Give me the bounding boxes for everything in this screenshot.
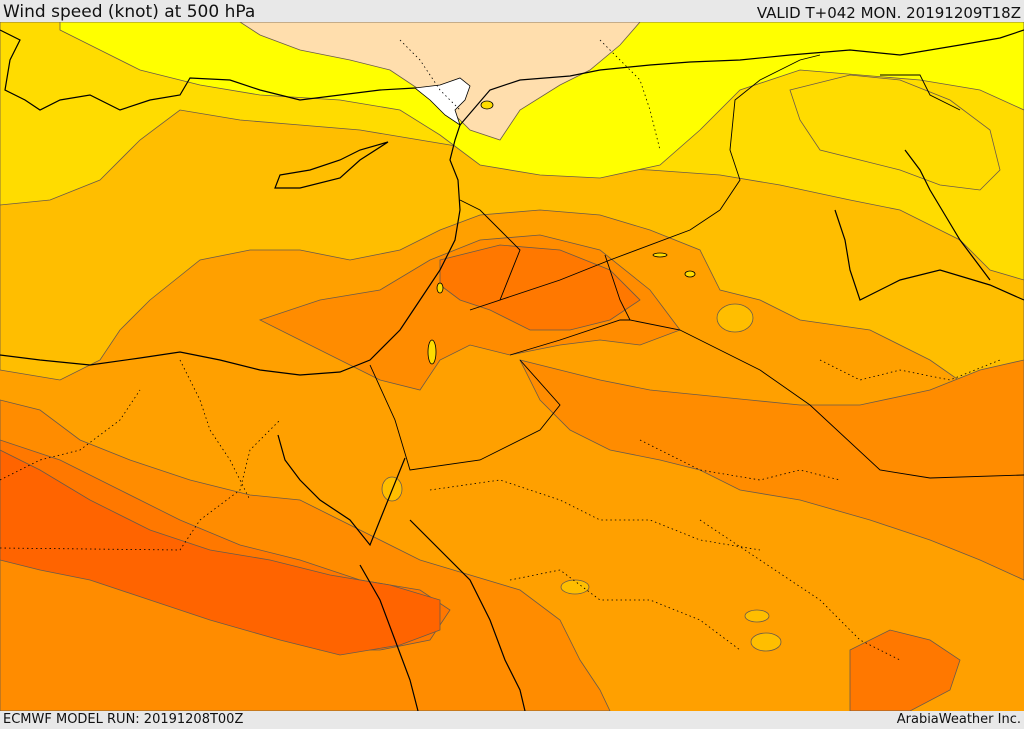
map-footer: ECMWF MODEL RUN: 20191208T00Z ArabiaWeat…: [0, 711, 1024, 729]
model-run-label: ECMWF MODEL RUN: 20191208T00Z: [3, 712, 244, 727]
band-7-patch-southeast: [849, 629, 961, 711]
map-title: Wind speed (knot) at 500 hPa: [3, 2, 256, 22]
band-7-area: [439, 244, 641, 331]
band-5-patch-3: [750, 632, 782, 652]
band-2-area: [59, 22, 1024, 179]
coastlines: [0, 29, 1024, 711]
wind-speed-map: [0, 22, 1024, 711]
credit-label: ArabiaWeather Inc.: [896, 712, 1021, 727]
map-header: Wind speed (knot) at 500 hPa VALID T+042…: [0, 0, 1024, 22]
band-6-area: [0, 399, 611, 711]
band-1-area: [239, 22, 641, 141]
lakes: [427, 100, 696, 365]
valid-time: VALID T+042 MON. 20191209T18Z: [756, 4, 1021, 22]
admin-boundaries: [0, 39, 1001, 661]
band-6-patch-north: [716, 303, 754, 333]
band-8-area: [0, 449, 441, 656]
band-5-patch-2: [744, 609, 770, 623]
band-6-area-east: [519, 359, 1024, 581]
band-5-patch-1: [560, 579, 590, 595]
country-borders: [369, 54, 1024, 479]
no-data-area: [414, 77, 471, 126]
